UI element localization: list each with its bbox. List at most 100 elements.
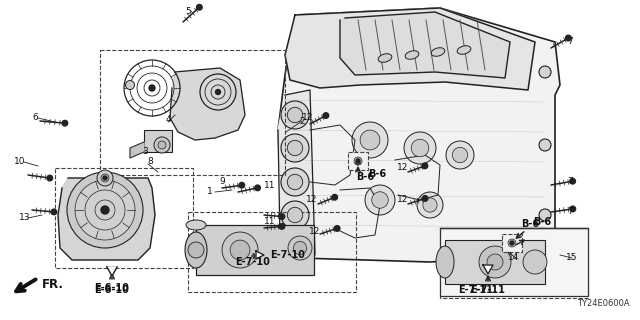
Circle shape xyxy=(539,66,551,78)
Text: 12: 12 xyxy=(397,164,409,172)
Polygon shape xyxy=(58,178,155,260)
Circle shape xyxy=(412,139,429,157)
Circle shape xyxy=(479,246,511,278)
Text: 3: 3 xyxy=(142,148,148,156)
Bar xyxy=(196,225,314,275)
Circle shape xyxy=(188,242,204,258)
Text: B-6: B-6 xyxy=(356,172,374,182)
Text: 7: 7 xyxy=(567,178,573,187)
Circle shape xyxy=(570,206,575,212)
Circle shape xyxy=(279,224,285,229)
Circle shape xyxy=(352,122,388,158)
Circle shape xyxy=(423,198,437,212)
Circle shape xyxy=(101,174,109,182)
Bar xyxy=(445,240,545,284)
Bar xyxy=(440,228,588,298)
Circle shape xyxy=(47,175,52,181)
Text: E-7-10: E-7-10 xyxy=(236,257,271,267)
Text: 12: 12 xyxy=(302,114,314,123)
Circle shape xyxy=(281,201,309,229)
Text: B-6: B-6 xyxy=(521,219,539,229)
Ellipse shape xyxy=(431,48,445,56)
Ellipse shape xyxy=(436,246,454,278)
Circle shape xyxy=(85,190,125,230)
Text: 6: 6 xyxy=(32,114,38,123)
Circle shape xyxy=(570,178,575,184)
Text: 14: 14 xyxy=(508,253,520,262)
Circle shape xyxy=(279,214,285,220)
Circle shape xyxy=(158,141,166,149)
Text: TY24E0600A: TY24E0600A xyxy=(577,299,630,308)
Bar xyxy=(502,234,522,252)
Text: E-6-10: E-6-10 xyxy=(95,283,129,293)
Text: E-7-11: E-7-11 xyxy=(459,285,493,295)
Text: 12: 12 xyxy=(309,227,321,236)
Circle shape xyxy=(95,200,115,220)
Bar xyxy=(440,228,588,296)
Circle shape xyxy=(334,226,340,231)
Circle shape xyxy=(222,232,258,268)
Polygon shape xyxy=(483,265,493,274)
Circle shape xyxy=(255,185,260,191)
Polygon shape xyxy=(107,267,117,276)
Text: 9: 9 xyxy=(219,178,225,187)
Circle shape xyxy=(539,139,551,151)
Text: 12: 12 xyxy=(307,196,317,204)
Text: 8: 8 xyxy=(147,157,153,166)
Circle shape xyxy=(508,239,516,247)
Circle shape xyxy=(67,172,143,248)
Text: 10: 10 xyxy=(14,157,26,166)
Text: 5: 5 xyxy=(185,7,191,17)
Circle shape xyxy=(422,196,428,201)
Circle shape xyxy=(287,140,303,156)
Circle shape xyxy=(239,182,244,188)
Circle shape xyxy=(103,176,107,180)
Bar xyxy=(100,50,285,175)
Circle shape xyxy=(281,134,309,162)
Polygon shape xyxy=(285,8,535,90)
Text: 7: 7 xyxy=(567,37,573,46)
Circle shape xyxy=(154,137,170,153)
Circle shape xyxy=(365,185,395,215)
Text: FR.: FR. xyxy=(42,278,64,292)
Text: E-7-11: E-7-11 xyxy=(470,285,506,295)
Bar xyxy=(188,212,356,292)
Circle shape xyxy=(422,163,428,169)
Circle shape xyxy=(293,241,307,255)
Polygon shape xyxy=(170,68,245,140)
Ellipse shape xyxy=(405,51,419,59)
Circle shape xyxy=(566,35,571,41)
Text: E-6-10: E-6-10 xyxy=(95,285,129,295)
Circle shape xyxy=(281,101,309,129)
Circle shape xyxy=(523,250,547,274)
Ellipse shape xyxy=(457,46,471,54)
Text: 13: 13 xyxy=(19,213,31,222)
Circle shape xyxy=(97,170,113,186)
Bar xyxy=(144,130,172,152)
Polygon shape xyxy=(130,142,144,158)
Circle shape xyxy=(149,85,155,91)
Circle shape xyxy=(417,192,443,218)
Circle shape xyxy=(216,90,221,94)
Text: 11: 11 xyxy=(264,218,276,227)
Circle shape xyxy=(125,81,134,90)
Ellipse shape xyxy=(185,232,207,268)
Text: B-6: B-6 xyxy=(368,169,386,179)
Circle shape xyxy=(101,206,109,214)
Circle shape xyxy=(487,254,503,270)
Polygon shape xyxy=(278,90,315,258)
Text: B-6: B-6 xyxy=(533,217,551,227)
Circle shape xyxy=(354,157,362,165)
Circle shape xyxy=(360,130,380,150)
Circle shape xyxy=(356,159,360,163)
Circle shape xyxy=(332,195,337,200)
Ellipse shape xyxy=(186,220,206,230)
Text: 15: 15 xyxy=(566,253,578,262)
Polygon shape xyxy=(256,251,264,259)
Circle shape xyxy=(323,113,329,118)
Text: 4: 4 xyxy=(165,116,171,124)
Polygon shape xyxy=(278,8,560,262)
Circle shape xyxy=(539,209,551,221)
Circle shape xyxy=(62,120,68,126)
Circle shape xyxy=(446,141,474,169)
